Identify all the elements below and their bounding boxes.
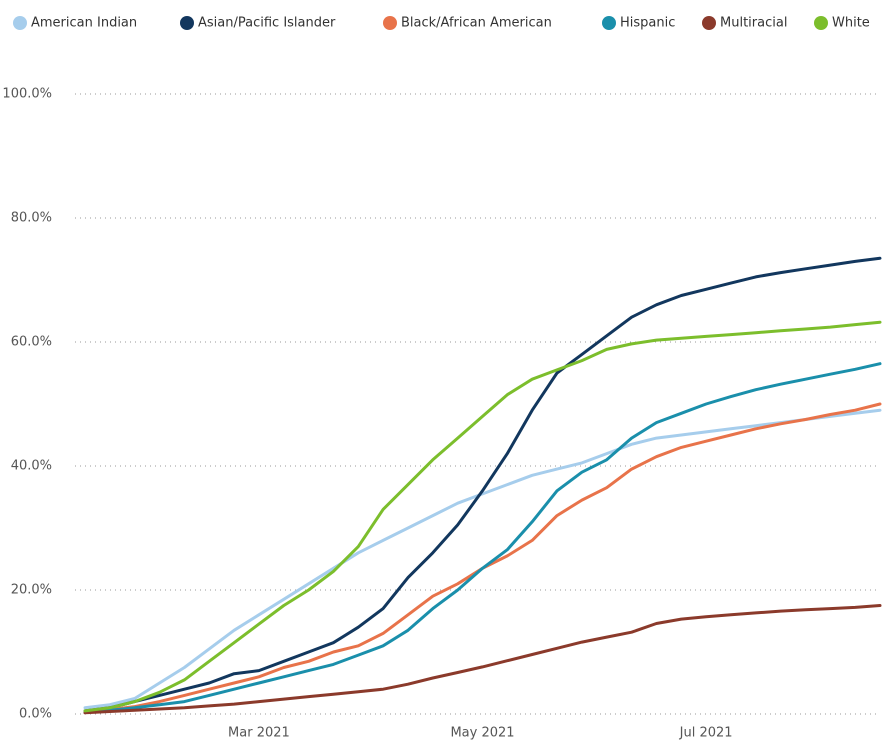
y-tick-label: 100.0% [2,87,52,102]
legend-label: White [832,16,870,31]
legend-label: Black/African American [401,16,552,31]
y-tick-label: 20.0% [11,583,52,598]
y-tick-label: 60.0% [11,335,52,350]
legend-label: Hispanic [620,16,675,31]
y-tick-label: 40.0% [11,459,52,474]
x-tick-label: Jul 2021 [679,726,733,741]
series-line [83,256,882,713]
x-tick-label: Mar 2021 [228,726,290,741]
legend-label: Asian/Pacific Islander [198,16,336,31]
legend-label: Multiracial [720,16,787,31]
legend-marker [383,16,397,30]
series-line [83,604,882,715]
legend-marker [602,16,616,30]
legend-label: American Indian [31,16,137,31]
series-line [83,408,882,710]
legend: American Indian Asian/Pacific Islander Bla… [13,16,870,31]
series-line [83,362,882,714]
legend-marker [702,16,716,30]
legend-marker [13,16,27,30]
y-tick-label: 80.0% [11,211,52,226]
y-tick-label: 0.0% [19,707,52,722]
series-line [83,320,882,713]
legend-marker [180,16,194,30]
legend-marker [814,16,828,30]
x-tick-label: May 2021 [450,726,514,741]
